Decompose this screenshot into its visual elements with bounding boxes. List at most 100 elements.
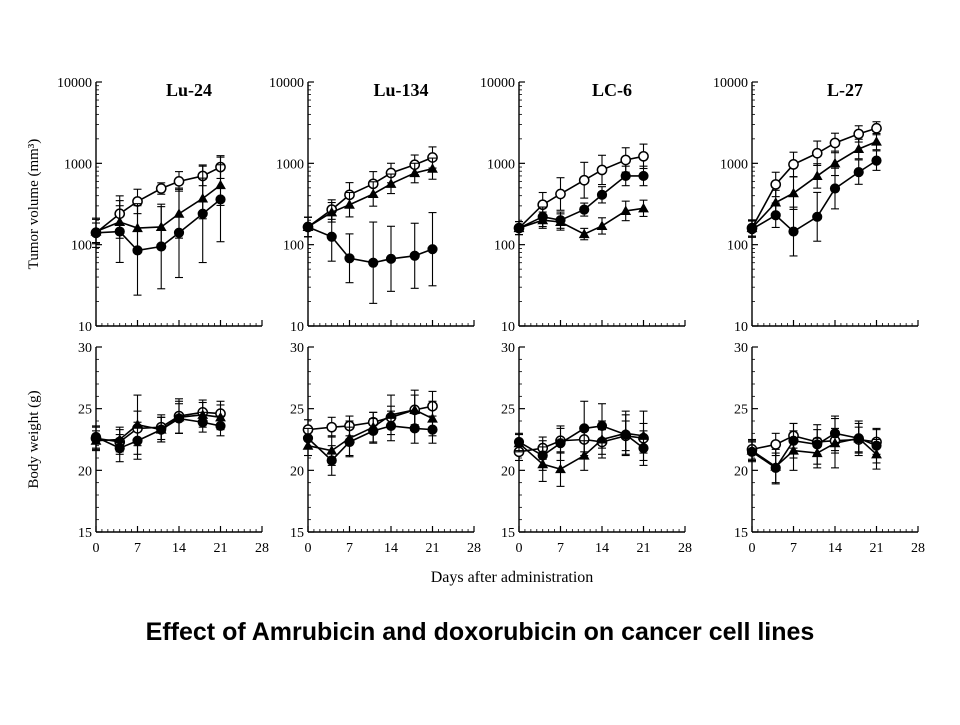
data-point xyxy=(620,205,632,215)
data-point xyxy=(555,188,566,200)
series-filled-circle xyxy=(746,415,882,484)
data-point xyxy=(385,253,397,264)
data-point xyxy=(812,211,823,222)
data-point xyxy=(853,433,864,444)
data-point xyxy=(344,436,355,448)
y-tick-label: 30 xyxy=(290,341,304,356)
data-point xyxy=(513,222,525,233)
x-tick-label: 28 xyxy=(255,541,269,556)
y-tick-label: 30 xyxy=(734,341,748,356)
y-tick-label: 15 xyxy=(290,526,304,541)
data-point xyxy=(596,420,608,432)
x-tick-label: 14 xyxy=(384,541,398,556)
series-filled-circle xyxy=(302,410,438,476)
x-tick-label: 0 xyxy=(305,541,312,556)
y-tick-label: 1000 xyxy=(487,157,515,172)
data-point xyxy=(409,250,420,261)
data-point xyxy=(811,147,823,159)
x-tick-label: 7 xyxy=(346,541,353,556)
y-tick-label: 100 xyxy=(283,239,304,254)
y-tick-label: 15 xyxy=(734,526,748,541)
data-point xyxy=(579,423,590,434)
data-point xyxy=(427,424,438,435)
data-point xyxy=(811,170,823,180)
panel-7: 15 20 25 30 0 7 14 21 28 xyxy=(501,341,692,556)
x-tick-label: 28 xyxy=(678,541,692,556)
data-point xyxy=(788,435,799,446)
y-tick-label: 20 xyxy=(501,464,515,479)
x-tick-label: 7 xyxy=(134,541,141,556)
data-point xyxy=(853,167,864,178)
y-tick-label: 30 xyxy=(78,341,92,356)
data-point xyxy=(746,224,758,235)
data-point xyxy=(302,221,314,233)
data-point xyxy=(302,433,314,444)
data-point xyxy=(215,194,226,205)
y-tick-label: 10 xyxy=(78,320,92,335)
x-tick-label: 14 xyxy=(828,541,842,556)
figure-caption: Effect of Amrubicin and doxorubicin on c… xyxy=(145,618,815,646)
y-tick-label: 10000 xyxy=(269,76,304,91)
data-point xyxy=(215,420,226,432)
panel-3: 10 100 1000 10000 LC-6 xyxy=(480,76,686,335)
x-tick-label: 21 xyxy=(214,541,228,556)
series-filled-triangle xyxy=(513,199,649,241)
series-filled-circle xyxy=(302,211,438,304)
data-point xyxy=(132,245,143,256)
data-point xyxy=(620,154,632,166)
data-point xyxy=(90,227,102,238)
data-point xyxy=(537,214,549,225)
data-point xyxy=(409,404,421,414)
panel-title: Lu-24 xyxy=(166,80,212,100)
panel-title: Lu-134 xyxy=(373,80,428,100)
data-point xyxy=(385,420,397,432)
data-point xyxy=(638,170,649,182)
data-point xyxy=(537,450,548,461)
data-point xyxy=(578,228,590,239)
data-point xyxy=(114,443,125,454)
data-point xyxy=(746,446,758,457)
panel-1: 10 100 1000 10000 Lu-24 Tumor volume (mm³) xyxy=(26,76,263,335)
series-filled-circle xyxy=(90,403,226,463)
data-point xyxy=(114,226,125,237)
data-point xyxy=(770,462,781,473)
y-tick-label: 10 xyxy=(290,320,304,335)
data-point xyxy=(596,189,608,200)
y-tick-label: 15 xyxy=(78,526,92,541)
y-tick-label: 10 xyxy=(501,320,515,335)
data-point xyxy=(829,157,841,168)
data-point xyxy=(853,143,865,154)
y-tick-label: 20 xyxy=(734,464,748,479)
data-point xyxy=(871,440,882,451)
data-point xyxy=(638,150,649,162)
y-tick-label: 100 xyxy=(494,239,515,254)
data-point xyxy=(638,443,649,454)
data-point xyxy=(871,122,882,134)
y-tick-label: 100 xyxy=(727,239,748,254)
y-tick-label: 30 xyxy=(501,341,515,356)
data-point xyxy=(578,174,590,186)
y-tick-label: 25 xyxy=(290,403,304,418)
data-point xyxy=(829,183,841,194)
data-point xyxy=(596,220,608,230)
y-tick-label: 25 xyxy=(501,403,515,418)
y-tick-label: 20 xyxy=(78,464,92,479)
panel-title: LC-6 xyxy=(592,80,632,100)
data-point xyxy=(788,159,799,170)
x-tick-label: 21 xyxy=(426,541,440,556)
series-filled-circle xyxy=(90,156,226,296)
series-filled-circle xyxy=(513,400,649,471)
data-point xyxy=(427,163,438,173)
data-point xyxy=(173,176,185,187)
x-tick-label: 0 xyxy=(93,541,100,556)
y-tick-label: 1000 xyxy=(276,157,304,172)
series-filled-triangle xyxy=(90,164,226,254)
y-tick-label: 10 xyxy=(734,320,748,335)
panel-5: 15 20 25 30 0 7 14 21 28 Body weight (g) xyxy=(26,341,269,556)
y-tick-label: 25 xyxy=(78,403,92,418)
x-tick-label: 7 xyxy=(557,541,564,556)
data-point xyxy=(513,436,525,448)
series-filled-triangle xyxy=(746,417,882,485)
data-point xyxy=(812,439,823,450)
